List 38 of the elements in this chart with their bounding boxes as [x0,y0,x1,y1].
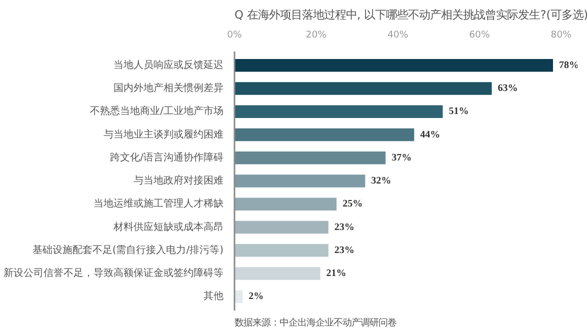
y-tick-label: 材料供应短缺或成本高昂 [112,220,224,233]
data-label: 63% [498,83,518,94]
bar [234,128,414,142]
data-label: 32% [371,176,392,186]
bar [234,244,328,257]
bar [234,82,492,95]
data-label: 51% [448,106,469,118]
data-label: 44% [420,129,440,140]
bar [234,174,366,188]
data-label: 21% [326,268,346,279]
bar [234,220,328,234]
y-tick-label: 新设公司信誉不足，导致高额保证金或签约障碍等 [4,267,224,279]
data-label: 23% [334,222,354,233]
bar [234,152,386,164]
y-tick-label: 不熟悉当地商业/工业地产市场 [90,105,224,118]
y-tick-label: 当地人员响应或反馈延迟 [114,58,224,71]
source-note: 数据来源：中企出海企业不动产调研问卷 [234,318,396,328]
y-tick-label: 与当地业主谈判或履约困难 [104,128,224,140]
x-tick-label: 40% [387,30,408,40]
x-tick-label: 80% [550,30,572,40]
x-tick-label: 0% [227,30,242,40]
data-label: 23% [334,244,354,256]
y-tick-label: 基础设施配套不足(需自行接入电力/排污等) [32,244,224,256]
bar [234,267,320,280]
data-label: 25% [342,198,363,210]
data-label: 37% [392,152,412,164]
data-label: 2% [248,291,264,302]
y-tick-label: 跨文化/语言沟通协作障碍 [110,151,224,164]
y-tick-label: 国内外地产相关惯例差异 [114,82,224,94]
bar [234,105,443,118]
bar [234,198,337,210]
x-tick-label: 20% [306,30,327,40]
x-tick-label: 60% [469,30,490,40]
bar [234,59,553,72]
y-tick-label: 当地运维或施工管理人才稀缺 [94,198,224,210]
y-tick-label: 其他 [204,290,224,302]
y-tick-label: 与当地政府对接困难 [134,174,224,186]
chart-title: Q 在海外项目落地过程中, 以下哪些不动产相关挑战曾实际发生?(可多选) [234,8,587,22]
